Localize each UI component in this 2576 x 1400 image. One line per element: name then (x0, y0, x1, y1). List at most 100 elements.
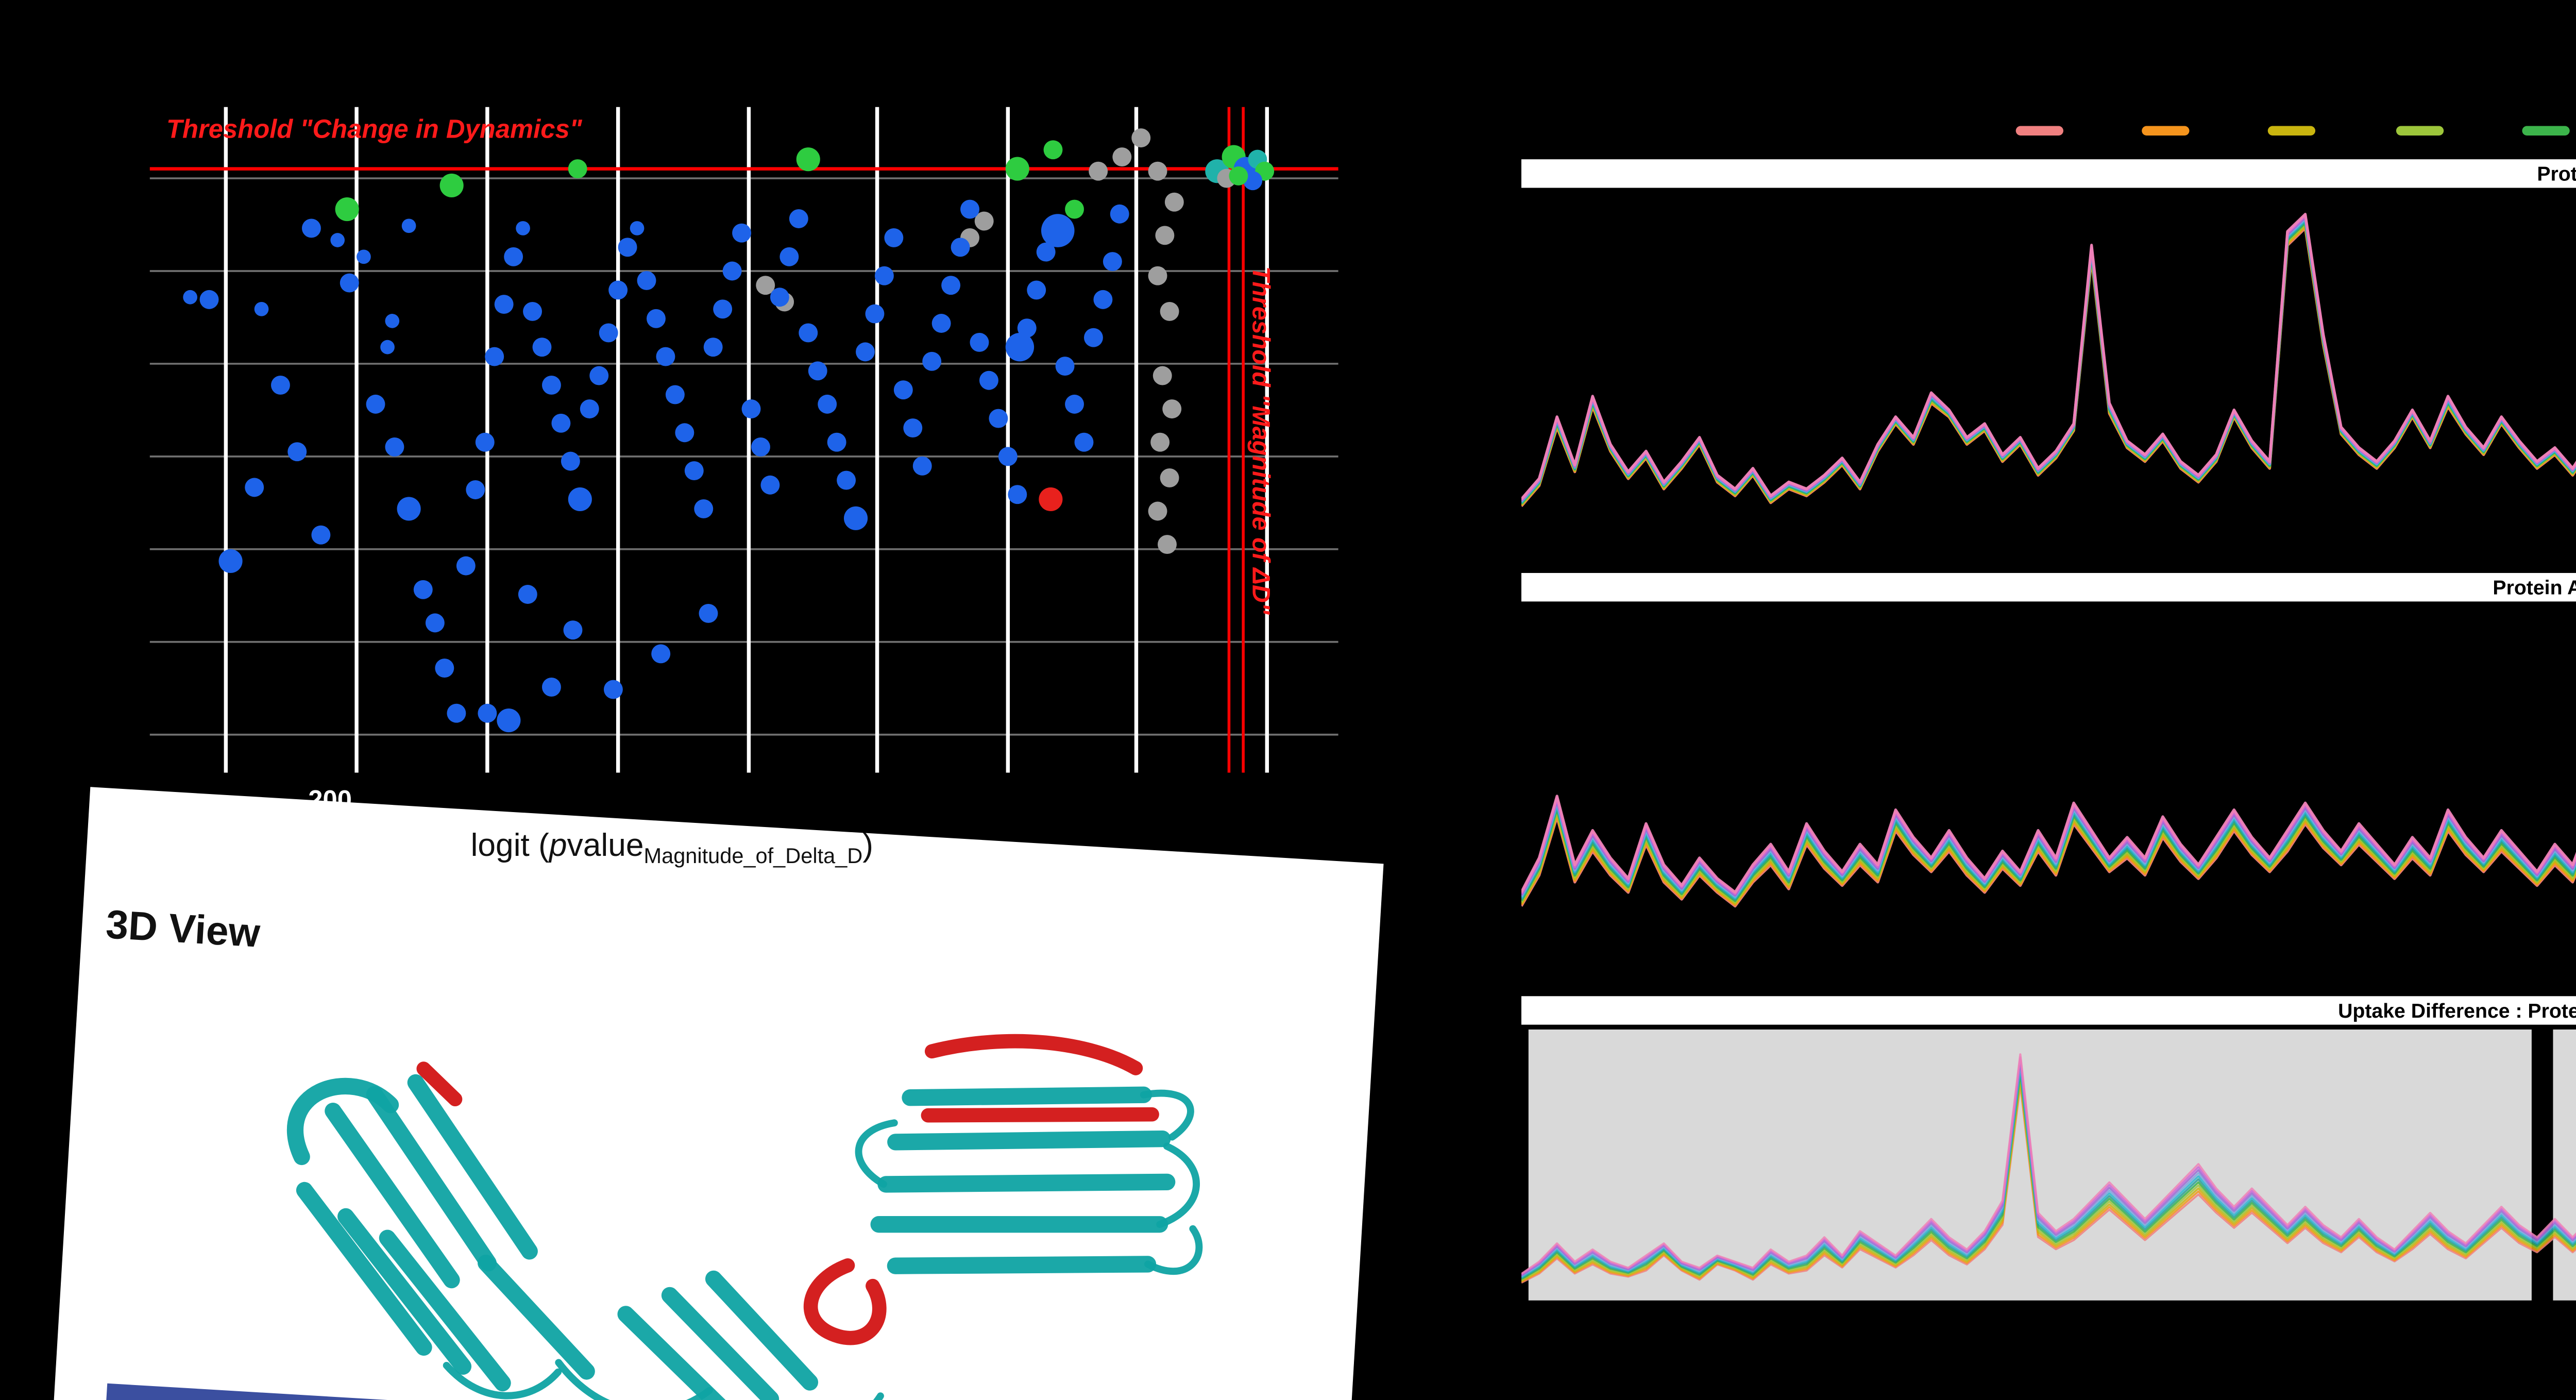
scatter-point[interactable] (974, 211, 994, 231)
uptake-line[interactable] (1521, 710, 2576, 905)
scatter-point[interactable] (183, 290, 197, 305)
scatter-point[interactable] (951, 238, 970, 257)
scatter-point[interactable] (541, 376, 561, 395)
scatter-point[interactable] (912, 456, 932, 476)
scatter-point[interactable] (713, 299, 733, 319)
scatter-point[interactable] (523, 301, 542, 321)
scatter-point[interactable] (884, 228, 904, 247)
scatter-point[interactable] (808, 361, 827, 381)
scatter-point[interactable] (618, 238, 637, 257)
uptake-line[interactable] (1521, 213, 2576, 500)
scatter-point[interactable] (1027, 280, 1046, 300)
scatter-point[interactable] (1093, 290, 1113, 309)
scatter-point[interactable] (651, 644, 671, 664)
scatter-point[interactable] (941, 276, 961, 295)
scatter-point[interactable] (796, 147, 820, 172)
scatter-point[interactable] (311, 525, 331, 545)
scatter-point[interactable] (770, 288, 789, 307)
scatter-point[interactable] (1008, 485, 1027, 504)
scatter-point[interactable] (647, 309, 666, 328)
scatter-point[interactable] (1110, 204, 1129, 224)
scatter-point[interactable] (960, 199, 979, 219)
protein-ribbon-3d-view[interactable] (125, 962, 1290, 1400)
scatter-point[interactable] (245, 478, 264, 497)
uptake-line[interactable] (1521, 1062, 2576, 1278)
legend-swatch[interactable] (2521, 126, 2569, 136)
scatter-point[interactable] (865, 304, 885, 324)
scatter-point[interactable] (789, 209, 808, 228)
scatter-point[interactable] (608, 280, 628, 300)
scatter-point[interactable] (818, 394, 837, 414)
legend-swatch[interactable] (2015, 126, 2063, 136)
uptake-line[interactable] (1521, 1068, 2576, 1279)
uptake-line[interactable] (1521, 1059, 2576, 1276)
volcano-scatter-svg[interactable] (149, 107, 1338, 773)
uptake-line[interactable] (1521, 1065, 2576, 1279)
uptake-line[interactable] (1521, 1074, 2576, 1282)
scatter-point[interactable] (1074, 432, 1094, 452)
uptake-chart-protein-a[interactable] (1521, 192, 2576, 559)
scatter-point[interactable] (401, 218, 416, 233)
uptake-chart-protein-a-ligand[interactable] (1521, 606, 2576, 973)
scatter-point[interactable] (922, 351, 942, 371)
scatter-point[interactable] (254, 301, 269, 316)
scatter-point[interactable] (970, 332, 989, 352)
scatter-point[interactable] (760, 475, 780, 495)
scatter-point[interactable] (1005, 332, 1035, 362)
scatter-point[interactable] (1160, 301, 1179, 321)
uptake-line[interactable] (1521, 721, 2576, 908)
scatter-point[interactable] (413, 580, 433, 599)
scatter-point[interactable] (1162, 399, 1182, 419)
scatter-point[interactable] (893, 380, 913, 400)
scatter-point[interactable] (1158, 535, 1177, 554)
scatter-point[interactable] (516, 221, 530, 235)
scatter-point[interactable] (568, 159, 587, 179)
scatter-point[interactable] (1041, 214, 1075, 247)
scatter-point[interactable] (1131, 128, 1151, 148)
scatter-point[interactable] (1164, 192, 1184, 212)
scatter-point[interactable] (425, 613, 445, 633)
scatter-point[interactable] (580, 399, 599, 419)
scatter-point[interactable] (837, 470, 856, 490)
scatter-point[interactable] (1153, 366, 1172, 385)
legend-swatch[interactable] (2395, 126, 2443, 136)
scatter-point[interactable] (447, 703, 466, 723)
scatter-point[interactable] (1039, 487, 1063, 512)
scatter-point[interactable] (485, 347, 504, 366)
scatter-point[interactable] (504, 247, 523, 266)
scatter-point[interactable] (856, 342, 875, 362)
scatter-point[interactable] (874, 266, 894, 285)
scatter-point[interactable] (475, 432, 495, 452)
scatter-point[interactable] (1089, 161, 1108, 181)
scatter-point[interactable] (199, 290, 219, 309)
scatter-point[interactable] (979, 370, 998, 390)
scatter-point[interactable] (270, 376, 290, 395)
scatter-point[interactable] (751, 437, 770, 457)
scatter-point[interactable] (494, 295, 514, 314)
uptake-line[interactable] (1521, 699, 2576, 902)
scatter-point[interactable] (843, 506, 868, 530)
scatter-point[interactable] (340, 273, 359, 293)
scatter-point[interactable] (478, 703, 497, 723)
scatter-point[interactable] (532, 338, 552, 357)
scatter-point[interactable] (1055, 357, 1075, 376)
scatter-point[interactable] (756, 276, 775, 295)
scatter-point[interactable] (366, 394, 385, 414)
scatter-point[interactable] (799, 323, 818, 343)
scatter-point[interactable] (466, 480, 485, 499)
scatter-point[interactable] (675, 423, 694, 443)
scatter-point[interactable] (385, 314, 400, 328)
scatter-point[interactable] (301, 218, 321, 238)
scatter-point[interactable] (1017, 318, 1037, 338)
scatter-point[interactable] (931, 314, 951, 333)
scatter-point[interactable] (603, 680, 623, 699)
scatter-point[interactable] (287, 442, 307, 462)
scatter-point[interactable] (637, 271, 656, 290)
scatter-point[interactable] (694, 499, 714, 518)
scatter-point[interactable] (1148, 266, 1167, 285)
scatter-point[interactable] (1229, 166, 1248, 185)
scatter-point[interactable] (435, 659, 454, 678)
scatter-point[interactable] (1036, 242, 1056, 262)
scatter-point[interactable] (456, 556, 476, 576)
scatter-point[interactable] (1043, 140, 1063, 160)
